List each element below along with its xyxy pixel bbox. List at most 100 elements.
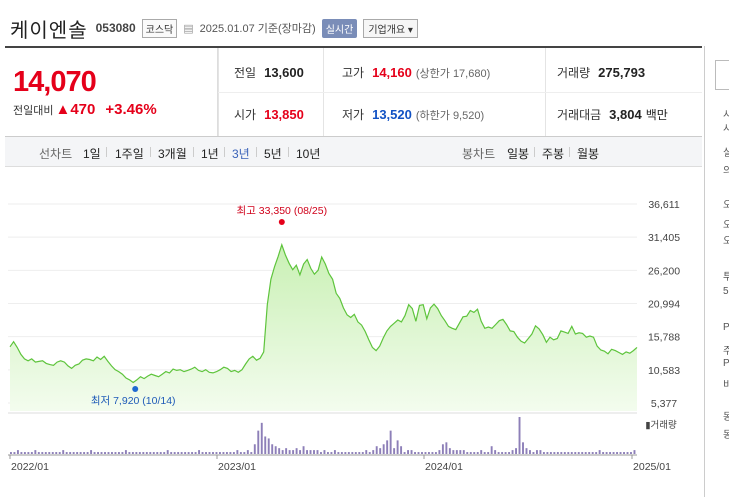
volume-bar [609, 452, 612, 454]
volume-bar [434, 452, 437, 454]
volume-bar [37, 452, 40, 454]
price-box: 14,070 전일대비 ▲470 +3.46% [5, 48, 218, 136]
side-panel-text: 시 [723, 110, 729, 121]
side-panel-text: 의 [723, 166, 729, 177]
stats-grid: 전일 13,600 고가 14,160 (상한가 17,680) 거래량 275,793… [218, 48, 702, 136]
volume-bar [379, 448, 382, 454]
volume-bar [156, 452, 159, 454]
volume-bar [264, 436, 267, 454]
volume-bar [121, 452, 124, 454]
side-panel-text: 주 [723, 346, 729, 357]
volume-bar [421, 452, 423, 454]
side-panel-text: 투 [723, 272, 729, 283]
y-tick-label: 31,405 [648, 232, 680, 244]
volume-bar [358, 452, 361, 454]
price-chart[interactable]: 36,611 31,405 26,200 20,994 15,788 10,583 5,37… [0, 180, 704, 497]
side-panel-text: 비 [723, 380, 729, 391]
volume-bar [602, 452, 605, 454]
volume-bar [86, 452, 89, 454]
period-1w[interactable]: 1주일 [115, 147, 144, 161]
volume-bar [114, 452, 117, 454]
volume-bar [354, 452, 357, 454]
volume-bar [16, 450, 19, 454]
volume-bar [184, 452, 187, 454]
volume-bar [267, 438, 270, 454]
period-1d[interactable]: 1일 [83, 147, 101, 161]
volume-bar [246, 450, 249, 454]
volume-bar [330, 452, 333, 454]
volume-bar [205, 452, 207, 454]
volume-bar [382, 444, 385, 454]
volume-bar [389, 430, 392, 454]
max-label: 최고 33,350 (08/25) [237, 205, 328, 217]
stock-name: 케이엔솔 [10, 19, 88, 42]
volume-bar [65, 452, 68, 454]
volume-bar [351, 452, 354, 454]
period-1y[interactable]: 1년 [201, 147, 219, 161]
volume-bar [69, 452, 72, 454]
volume-bar [201, 452, 204, 454]
volume-bar [23, 452, 26, 454]
side-panel-text: 시 [723, 124, 729, 135]
y-tick-label: 36,611 [648, 199, 679, 211]
volume-bar [337, 452, 340, 454]
market-badge: 코스닥 [141, 18, 178, 38]
volume-bar [152, 452, 155, 454]
volume-bar [400, 446, 403, 454]
volume-bar [476, 452, 479, 454]
volume-bar [480, 450, 483, 454]
volume-bar [344, 452, 347, 454]
volume-bar [41, 452, 44, 454]
volume-bar [93, 452, 96, 454]
volume-bar [48, 452, 51, 454]
volume-bar [525, 448, 528, 454]
volume-bar [10, 452, 12, 454]
period-3m[interactable]: 3개월 [158, 147, 187, 161]
side-panel-text: 5| [723, 286, 729, 297]
volume-bar [452, 450, 455, 454]
volume-bar [170, 452, 173, 454]
volume-bar [410, 450, 413, 454]
volume-bar [494, 450, 497, 454]
volume-bar [487, 452, 490, 454]
x-tick-label: 2024/01 [425, 461, 463, 473]
volume-bar [236, 450, 239, 454]
candle-daily[interactable]: 일봉 [507, 147, 530, 161]
volume-bar [278, 448, 281, 454]
volume-bar [58, 452, 61, 454]
volume-bar [159, 452, 162, 454]
volume-bar [27, 452, 30, 454]
volume-bar [501, 452, 504, 454]
period-5y[interactable]: 5년 [264, 147, 282, 161]
volume-bar [616, 452, 619, 454]
stat-prev-close: 전일 13,600 [234, 65, 304, 80]
candle-monthly[interactable]: 월봉 [577, 147, 600, 161]
period-3y[interactable]: 3년 [232, 147, 250, 161]
volume-bar [626, 452, 629, 454]
volume-bar [243, 452, 246, 454]
line-chart-label: 선차트 [39, 147, 73, 161]
x-tick-label: 2022/01 [11, 461, 49, 473]
volume-bar [222, 452, 225, 454]
volume-bar [313, 450, 315, 454]
price-change: 전일대비 ▲470 +3.46% [13, 101, 157, 118]
side-input[interactable] [715, 60, 729, 90]
volume-bar [375, 446, 378, 454]
volume-bar [292, 450, 295, 454]
volume-bar [239, 452, 242, 454]
candle-weekly[interactable]: 주봉 [542, 147, 565, 161]
volume-bar [326, 452, 329, 454]
volume-bar [393, 448, 396, 454]
price-area [10, 244, 637, 411]
volume-bar [588, 452, 591, 454]
volume-bar [281, 450, 284, 454]
stat-high: 고가 14,160 (상한가 17,680) [342, 65, 491, 80]
stock-code: 053080 [95, 21, 136, 35]
volume-bar [633, 450, 636, 454]
company-overview-dropdown[interactable]: 기업개요 ▾ [363, 18, 418, 38]
volume-bar [271, 444, 274, 454]
volume-bar [518, 417, 521, 454]
period-10y[interactable]: 10년 [296, 147, 321, 161]
volume-bar [79, 452, 82, 454]
realtime-button[interactable]: 실시간 [321, 18, 358, 38]
